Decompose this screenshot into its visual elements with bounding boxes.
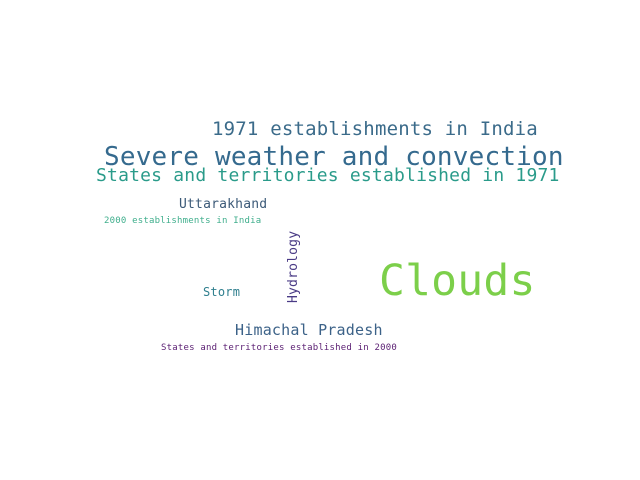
word-1971-establishments-in-india: 1971 establishments in India: [212, 118, 538, 140]
word-states-and-territories-established-in-1971: States and territories established in 19…: [96, 165, 560, 186]
word-himachal-pradesh: Himachal Pradesh: [235, 321, 383, 339]
word-2000-establishments-in-india: 2000 establishments in India: [104, 216, 262, 226]
word-uttarakhand: Uttarakhand: [179, 197, 268, 212]
word-severe-weather-and-convection: Severe weather and convection: [104, 142, 564, 172]
word-hydrology: Hydrology: [286, 230, 301, 303]
word-storm: Storm: [203, 285, 241, 299]
word-states-and-territories-established-in-2000: States and territories established in 20…: [161, 343, 397, 353]
word-clouds: Clouds: [379, 256, 536, 306]
